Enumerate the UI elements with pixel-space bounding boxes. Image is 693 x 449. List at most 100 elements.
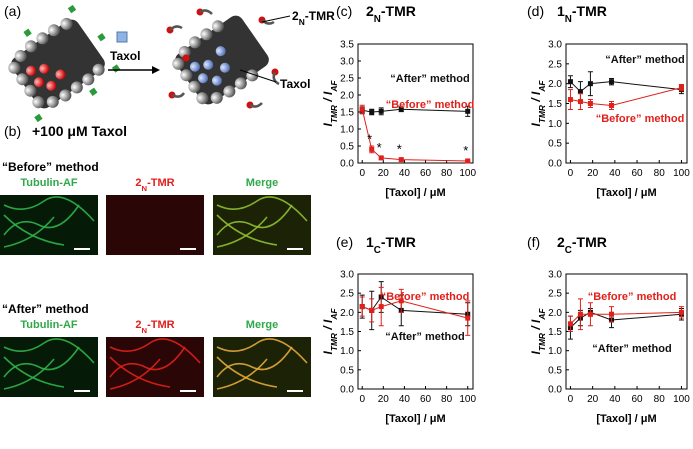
y-tick-label: 2.0: [548, 308, 562, 319]
y-tick-label: 0.5: [340, 365, 354, 376]
row-label: “Before” method: [2, 160, 99, 174]
y-axis-label-part: / I: [529, 319, 543, 333]
y-axis-label: ITMR / IAF: [529, 80, 547, 127]
y-tick-label: 0.5: [548, 365, 562, 376]
series-label: “After” method: [390, 73, 469, 85]
marker: [369, 110, 374, 115]
marker: [568, 321, 573, 326]
column-label: Tubulin-AF: [20, 177, 77, 189]
x-tick-label: 60: [420, 394, 432, 405]
y-tick-label: 2.0: [340, 308, 354, 319]
y-tick-label: 3.0: [548, 270, 562, 281]
column-label: Tubulin-AF: [20, 319, 77, 331]
y-tick-label: 1.5: [548, 99, 562, 110]
y-tick-label: 2.0: [548, 79, 562, 90]
y-axis-label-part: / I: [321, 319, 335, 333]
y-axis-label-part: TMR: [329, 333, 339, 351]
x-tick-label: 0: [359, 394, 365, 405]
marker: [609, 79, 614, 84]
x-tick-label: 100: [673, 394, 690, 405]
y-tick-label: 1.0: [548, 119, 562, 130]
chart-title: 1C-TMR: [366, 234, 416, 256]
series-label: “Before” method: [386, 99, 475, 111]
x-tick-label: 80: [654, 394, 666, 405]
y-tick-label: 0.5: [548, 139, 562, 150]
x-tick-label: 80: [654, 168, 666, 179]
marker: [399, 157, 404, 162]
column-label: 2N-TMR: [135, 319, 174, 335]
y-axis-label: ITMR / IAF: [529, 308, 547, 355]
chart-title-part: N: [374, 14, 381, 25]
x-tick-label: 60: [631, 168, 643, 179]
callout-label: 2N-TMR: [292, 9, 335, 27]
x-tick-label: 20: [378, 168, 390, 179]
y-axis-label-part: / I: [529, 91, 543, 105]
panel-label: (e): [336, 234, 353, 250]
chart-title-part: 2: [366, 3, 374, 19]
marker: [588, 312, 593, 317]
schematic: [0, 0, 290, 132]
column-label-part: Tubulin-AF: [20, 177, 77, 189]
y-tick-label: 3.5: [340, 40, 354, 51]
micrograph: [106, 195, 204, 255]
column-label: Merge: [246, 177, 278, 189]
y-tick-label: 1.0: [548, 346, 562, 357]
chart-title-part: N: [565, 14, 572, 25]
y-axis-label: ITMR / IAF: [321, 80, 339, 127]
panel-label: (c): [336, 3, 352, 19]
callout-label: Taxol: [280, 77, 310, 91]
x-tick-label: 0: [568, 394, 574, 405]
column-label-part: Merge: [246, 177, 278, 189]
x-tick-label: 20: [378, 394, 390, 405]
series-label: “Before” method: [596, 113, 685, 125]
marker: [465, 316, 470, 321]
y-axis-label-part: TMR: [329, 105, 339, 123]
y-axis-label-part: TMR: [537, 333, 547, 351]
x-tick-label: 40: [399, 394, 411, 405]
x-tick-label: 80: [441, 394, 453, 405]
y-tick-label: 1.0: [340, 346, 354, 357]
chart-title-part: C: [565, 245, 572, 256]
y-tick-label: 0.5: [340, 142, 354, 153]
chart-title-part: C: [374, 245, 381, 256]
x-tick-label: 100: [673, 168, 690, 179]
callout-line: [262, 16, 290, 22]
marker: [369, 147, 374, 152]
significance-mark: *: [377, 140, 382, 155]
series-label: “After” method: [592, 343, 671, 355]
y-axis-label-part: AF: [537, 308, 547, 321]
x-tick-label: 40: [609, 394, 621, 405]
marker: [360, 304, 365, 309]
y-tick-label: 0.0: [548, 385, 562, 396]
chart-title: 2N-TMR: [366, 3, 416, 25]
marker: [568, 97, 573, 102]
chart-title-part: -TMR: [572, 234, 607, 250]
significance-mark: *: [463, 143, 468, 158]
column-label-part: -TMR: [147, 319, 175, 331]
y-tick-label: 0.0: [340, 159, 354, 170]
column-label-part: -TMR: [147, 177, 175, 189]
y-tick-label: 1.5: [548, 327, 562, 338]
chart-title-part: 2: [557, 234, 565, 250]
x-tick-label: 0: [568, 168, 574, 179]
column-label-part: Merge: [246, 319, 278, 331]
chart-title-part: -TMR: [572, 3, 607, 19]
y-tick-label: 2.5: [340, 289, 354, 300]
panel-label: (f): [527, 234, 540, 250]
y-tick-label: 2.0: [340, 91, 354, 102]
marker: [609, 312, 614, 317]
chart-title: 1N-TMR: [557, 3, 607, 25]
series-label: “After” method: [605, 54, 684, 66]
condition-label: +100 μM Taxol: [32, 123, 127, 139]
x-axis-label: [Taxol] / μM: [385, 413, 445, 425]
marker: [465, 158, 470, 163]
y-tick-label: 0.0: [340, 385, 354, 396]
y-axis-label-part: AF: [329, 80, 339, 93]
y-tick-label: 2.5: [340, 74, 354, 85]
panel-label: (d): [527, 3, 544, 19]
arrow-head: [152, 66, 160, 74]
y-tick-label: 1.5: [340, 327, 354, 338]
x-tick-label: 40: [399, 168, 411, 179]
